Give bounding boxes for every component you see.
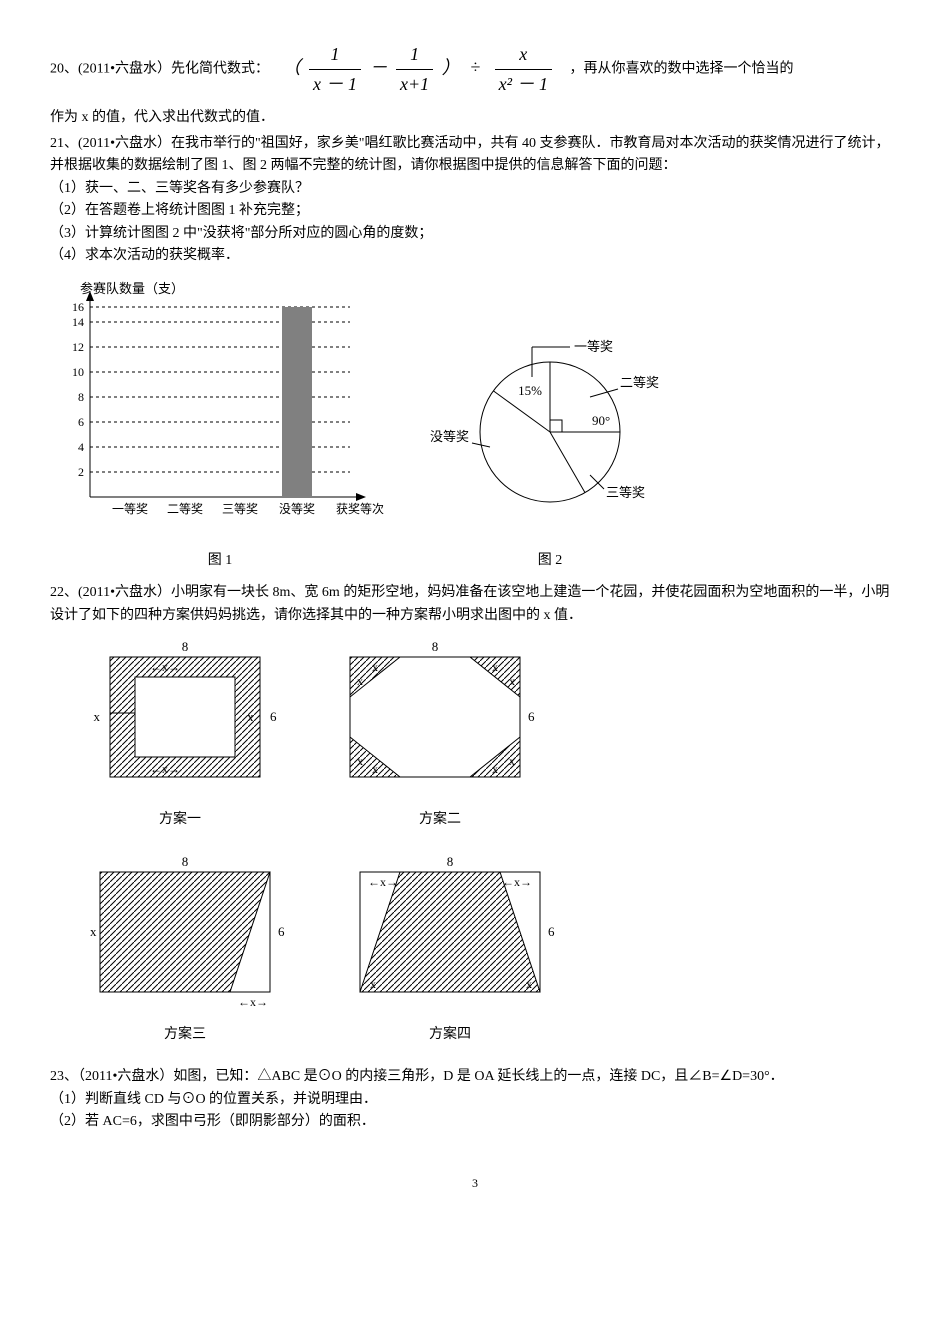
svg-text:2: 2 (78, 465, 84, 479)
svg-text:16: 16 (72, 300, 84, 314)
frac-1: 1 x － 1 (309, 40, 361, 99)
p22-text: 22、(2011•六盘水）小明家有一块长 8m、宽 6m 的矩形空地，妈妈准备在… (50, 582, 900, 627)
svg-text:6: 6 (270, 709, 277, 724)
svg-text:10: 10 (72, 365, 84, 379)
svg-text:8: 8 (182, 854, 189, 869)
svg-text:6: 6 (78, 415, 84, 429)
y-ticks: 2 4 6 8 10 12 14 16 (72, 300, 84, 479)
bar-chart-block: 参赛队数量（支） 2 4 6 8 10 (50, 277, 390, 572)
schemes-row-1: 8 6 x x ←x→ ←x→ 方案一 (80, 637, 900, 832)
svg-text:x: x (370, 977, 376, 991)
pie-label-none: 没等奖 (430, 429, 469, 444)
problem-22: 22、(2011•六盘水）小明家有一块长 8m、宽 6m 的矩形空地，妈妈准备在… (50, 582, 900, 627)
p21-text: 21、(2011•六盘水）在我市举行的"祖国好，家乡美"唱红歌比赛活动中，共有 … (50, 133, 900, 178)
svg-text:x: x (372, 660, 378, 674)
scheme1-caption: 方案一 (80, 809, 280, 831)
p20-prefix: 20、(2011•六盘水）先化简代数式： (50, 62, 269, 77)
scheme-1: 8 6 x x ←x→ ←x→ 方案一 (80, 637, 280, 832)
p20-line2: 作为 x 的值，代入求出代数式的值． (50, 107, 900, 129)
svg-text:x: x (247, 709, 254, 724)
svg-text:←x→: ←x→ (502, 875, 532, 889)
svg-text:x: x (509, 674, 515, 688)
schemes-row-2: 8 6 x ←x→ 方案三 8 6 ←x→ ←x→ x x (80, 852, 900, 1047)
svg-text:x: x (372, 762, 378, 776)
pie-chart: 一等奖 15% 二等奖 90° 三等奖 没等奖 (420, 317, 680, 537)
svg-text:14: 14 (72, 315, 84, 329)
svg-text:6: 6 (528, 709, 535, 724)
svg-text:一等奖: 一等奖 (112, 502, 148, 516)
svg-text:x: x (357, 754, 363, 768)
bar-xlabel: 获奖等次 (336, 502, 384, 516)
svg-text:x: x (509, 754, 515, 768)
x-arrow-icon (356, 493, 366, 501)
chart2-caption: 图 2 (420, 550, 680, 572)
p21-item-2: （2）在答题卷上将统计图图 1 补充完整； (50, 200, 900, 222)
scheme-3: 8 6 x ←x→ 方案三 (80, 852, 290, 1047)
scheme-4: 8 6 ←x→ ←x→ x x 方案四 (340, 852, 560, 1047)
bar-chart: 参赛队数量（支） 2 4 6 8 10 (50, 277, 390, 537)
pie-angle-second: 90° (592, 413, 610, 428)
p20-suffix: ，再从你喜欢的数中选择一个恰当的 (569, 62, 793, 77)
p21-item-3: （3）计算统计图图 2 中"没获将"部分所对应的圆心角的度数； (50, 223, 900, 245)
p23-item-2: （2）若 AC=6，求图中弓形（即阴影部分）的面积． (50, 1111, 900, 1133)
bar-none (282, 307, 312, 497)
pie-label-second: 二等奖 (620, 375, 659, 390)
svg-text:6: 6 (278, 924, 285, 939)
svg-text:←x→: ←x→ (368, 875, 398, 889)
scheme-2: 8 6 xx xx xx xx 方案二 (330, 637, 550, 832)
svg-text:x: x (90, 924, 97, 939)
svg-text:←x→: ←x→ (238, 995, 268, 1009)
svg-text:x: x (492, 762, 498, 776)
svg-text:8: 8 (447, 854, 454, 869)
frac-2: 1 x+1 (396, 40, 433, 99)
problem-23: 23、（2011•六盘水）如图，已知：△ABC 是⊙O 的内接三角形，D 是 O… (50, 1066, 900, 1133)
svg-text:8: 8 (78, 390, 84, 404)
p20-formula: （ 1 x － 1 － 1 x+1 ） ÷ x x² － 1 (283, 40, 556, 99)
chart1-caption: 图 1 (50, 550, 390, 572)
p23-item-1: （1）判断直线 CD 与⊙O 的位置关系，并说明理由． (50, 1089, 900, 1111)
svg-text:6: 6 (548, 924, 555, 939)
p21-item-1: （1）获一、二、三等奖各有多少参赛队？ (50, 178, 900, 200)
svg-text:三等奖: 三等奖 (222, 502, 258, 516)
svg-text:←x→: ←x→ (150, 660, 180, 674)
svg-text:x: x (94, 709, 101, 724)
scheme2-caption: 方案二 (330, 809, 550, 831)
pie-pct-first: 15% (518, 383, 542, 398)
p23-text: 23、（2011•六盘水）如图，已知：△ABC 是⊙O 的内接三角形，D 是 O… (50, 1066, 900, 1088)
svg-text:x: x (492, 660, 498, 674)
svg-text:4: 4 (78, 440, 84, 454)
problem-21: 21、(2011•六盘水）在我市举行的"祖国好，家乡美"唱红歌比赛活动中，共有 … (50, 133, 900, 267)
svg-text:8: 8 (432, 639, 439, 654)
p21-item-4: （4）求本次活动的获奖概率． (50, 245, 900, 267)
pie-label-first: 一等奖 (574, 339, 613, 354)
pie-label-third: 三等奖 (606, 485, 645, 500)
svg-text:二等奖: 二等奖 (167, 502, 203, 516)
svg-text:12: 12 (72, 340, 84, 354)
svg-text:没等奖: 没等奖 (279, 501, 315, 516)
pie-chart-block: 一等奖 15% 二等奖 90° 三等奖 没等奖 图 2 (420, 317, 680, 572)
page-number: 3 (50, 1174, 900, 1193)
x-cats: 一等奖 二等奖 三等奖 没等奖 获奖等次 (112, 501, 384, 516)
scheme3-caption: 方案三 (80, 1024, 290, 1046)
frac-3: x x² － 1 (495, 40, 552, 99)
svg-text:←x→: ←x→ (150, 762, 180, 776)
svg-text:x: x (357, 674, 363, 688)
scheme4-caption: 方案四 (340, 1024, 560, 1046)
bar-ylabel: 参赛队数量（支） (80, 281, 184, 296)
svg-text:x: x (526, 977, 532, 991)
svg-text:8: 8 (182, 639, 189, 654)
problem-20: 20、(2011•六盘水）先化简代数式： （ 1 x － 1 － 1 x+1 ）… (50, 40, 900, 99)
charts-row: 参赛队数量（支） 2 4 6 8 10 (50, 277, 900, 572)
